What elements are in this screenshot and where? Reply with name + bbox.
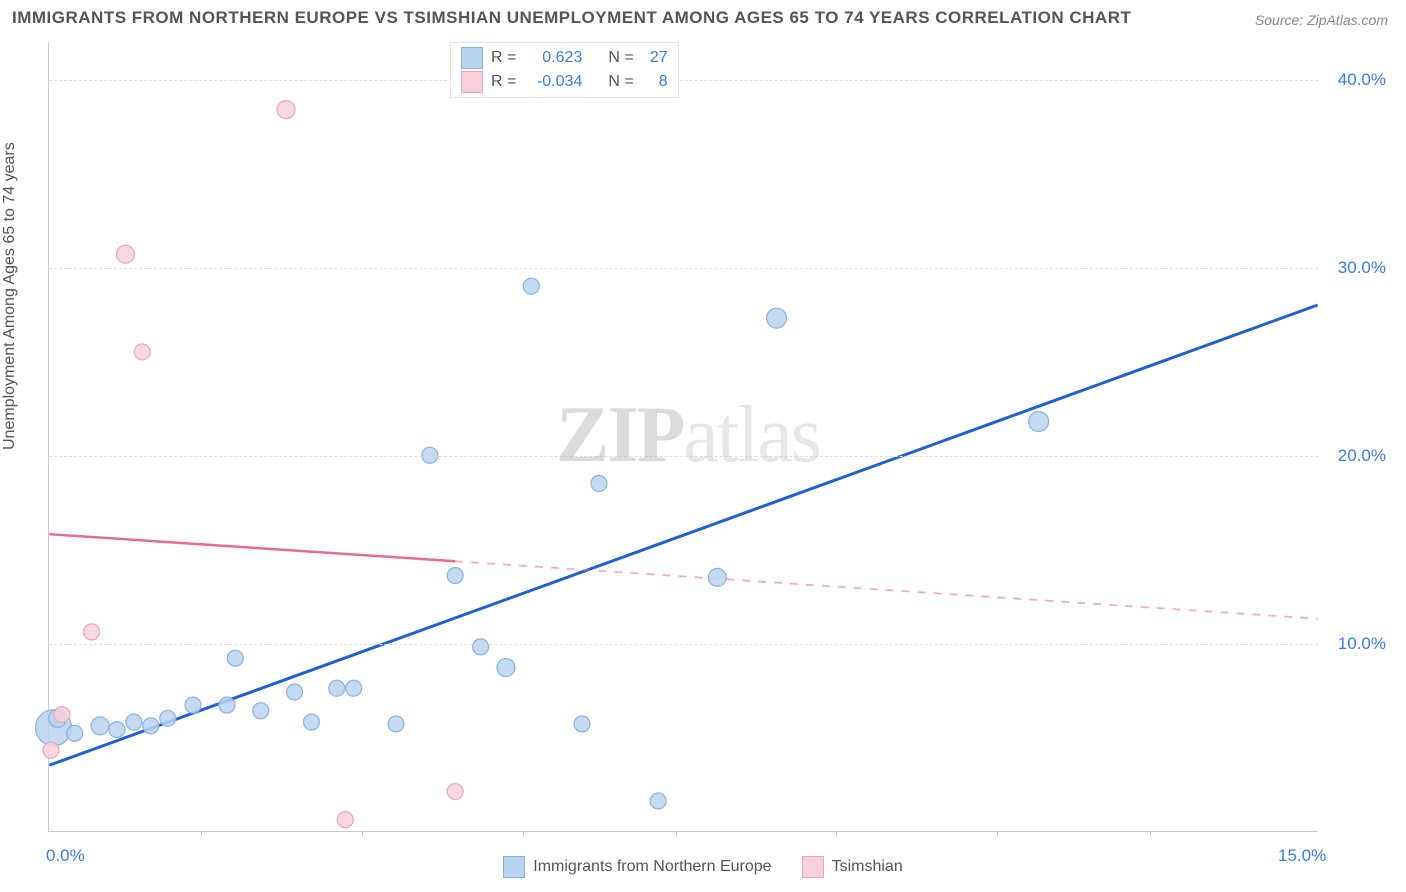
legend-bottom-swatch-0 <box>503 856 525 878</box>
legend-row-1: R = -0.034 N = 8 <box>461 71 668 93</box>
gridline-h <box>49 80 1318 81</box>
x-tick <box>523 831 524 837</box>
legend-series: Immigrants from Northern Europe Tsimshia… <box>0 856 1406 878</box>
r-label: R = <box>491 49 516 67</box>
legend-swatch-0 <box>461 47 483 69</box>
y-tick-label: 20.0% <box>1338 446 1386 466</box>
n-label: N = <box>608 73 633 91</box>
gridline-h <box>49 644 1318 645</box>
legend-swatch-1 <box>461 71 483 93</box>
x-tick <box>997 831 998 837</box>
gridline-h <box>49 268 1318 269</box>
chart-title: IMMIGRANTS FROM NORTHERN EUROPE VS TSIMS… <box>12 8 1131 28</box>
r-value-0: 0.623 <box>524 49 582 67</box>
plot-area <box>48 42 1318 832</box>
y-axis-label: Unemployment Among Ages 65 to 74 years <box>1 142 19 450</box>
plot-svg <box>49 42 1318 831</box>
r-value-1: -0.034 <box>524 73 582 91</box>
n-value-0: 27 <box>642 49 668 67</box>
legend-bottom-swatch-1 <box>802 856 824 878</box>
y-tick-label: 30.0% <box>1338 258 1386 278</box>
x-tick <box>676 831 677 837</box>
gridline-h <box>49 456 1318 457</box>
legend-bottom-1: Tsimshian <box>802 856 903 878</box>
x-tick <box>362 831 363 837</box>
legend-correlation: R = 0.623 N = 27 R = -0.034 N = 8 <box>450 42 679 98</box>
legend-bottom-label-1: Tsimshian <box>832 858 903 876</box>
x-tick-label-max: 15.0% <box>1278 846 1326 866</box>
chart-container: IMMIGRANTS FROM NORTHERN EUROPE VS TSIMS… <box>0 0 1406 892</box>
x-tick-label-min: 0.0% <box>46 846 85 866</box>
r-label: R = <box>491 73 516 91</box>
x-tick <box>1150 831 1151 837</box>
y-tick-label: 40.0% <box>1338 70 1386 90</box>
legend-bottom-label-0: Immigrants from Northern Europe <box>533 858 771 876</box>
n-value-1: 8 <box>642 73 668 91</box>
x-tick <box>836 831 837 837</box>
x-tick <box>201 831 202 837</box>
n-label: N = <box>608 49 633 67</box>
legend-bottom-0: Immigrants from Northern Europe <box>503 856 771 878</box>
source-label: Source: ZipAtlas.com <box>1255 12 1388 28</box>
y-tick-label: 10.0% <box>1338 634 1386 654</box>
legend-row-0: R = 0.623 N = 27 <box>461 47 668 69</box>
